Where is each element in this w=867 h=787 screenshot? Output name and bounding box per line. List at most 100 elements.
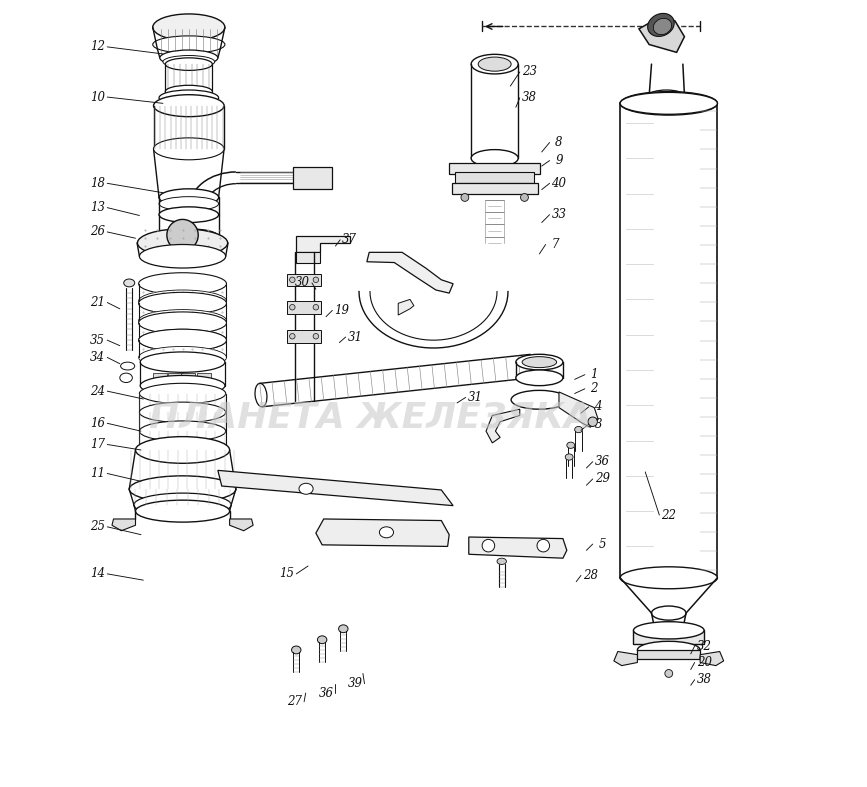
Ellipse shape bbox=[290, 305, 295, 310]
Ellipse shape bbox=[139, 346, 226, 368]
Ellipse shape bbox=[648, 13, 675, 36]
Polygon shape bbox=[230, 519, 253, 530]
Ellipse shape bbox=[655, 623, 683, 634]
Bar bbox=[181, 373, 195, 384]
Bar bbox=[287, 274, 322, 286]
Ellipse shape bbox=[120, 373, 133, 382]
Ellipse shape bbox=[620, 91, 717, 115]
Text: 18: 18 bbox=[90, 177, 106, 190]
Text: 36: 36 bbox=[595, 455, 610, 468]
Ellipse shape bbox=[648, 95, 685, 108]
Text: 7: 7 bbox=[551, 238, 559, 251]
Text: 25: 25 bbox=[90, 520, 106, 534]
Ellipse shape bbox=[166, 58, 212, 70]
Text: 4: 4 bbox=[595, 401, 602, 413]
Ellipse shape bbox=[159, 197, 218, 211]
Ellipse shape bbox=[537, 539, 550, 552]
Text: 3: 3 bbox=[595, 418, 602, 430]
Text: 5: 5 bbox=[598, 538, 606, 551]
Text: 28: 28 bbox=[583, 569, 598, 582]
Bar bbox=[449, 163, 540, 174]
Ellipse shape bbox=[153, 14, 225, 41]
Text: 31: 31 bbox=[348, 331, 362, 344]
Text: 35: 35 bbox=[90, 334, 106, 346]
Ellipse shape bbox=[516, 370, 563, 386]
Ellipse shape bbox=[471, 150, 518, 167]
Text: ПЛАНЕТА ЖЕЛЕЗЯКА: ПЛАНЕТА ЖЕЛЕЗЯКА bbox=[149, 400, 592, 434]
Text: 1: 1 bbox=[590, 368, 598, 381]
Bar bbox=[297, 253, 320, 263]
Text: 2: 2 bbox=[590, 382, 598, 395]
Ellipse shape bbox=[140, 440, 225, 460]
Text: 30: 30 bbox=[295, 276, 310, 290]
Bar bbox=[452, 183, 538, 194]
Ellipse shape bbox=[620, 567, 717, 589]
Text: 15: 15 bbox=[279, 567, 295, 580]
Ellipse shape bbox=[140, 402, 225, 423]
Ellipse shape bbox=[140, 352, 225, 372]
Ellipse shape bbox=[380, 527, 394, 538]
Ellipse shape bbox=[140, 245, 225, 268]
Ellipse shape bbox=[166, 220, 199, 251]
Polygon shape bbox=[218, 471, 453, 505]
Ellipse shape bbox=[512, 390, 568, 409]
Text: 38: 38 bbox=[696, 673, 712, 686]
Text: 26: 26 bbox=[90, 225, 106, 238]
Ellipse shape bbox=[140, 421, 225, 442]
Ellipse shape bbox=[160, 50, 218, 65]
Ellipse shape bbox=[461, 194, 469, 201]
Ellipse shape bbox=[166, 85, 212, 98]
Text: 19: 19 bbox=[335, 304, 349, 317]
Ellipse shape bbox=[139, 309, 226, 331]
Ellipse shape bbox=[129, 476, 236, 503]
Ellipse shape bbox=[159, 229, 218, 245]
Text: 33: 33 bbox=[551, 209, 566, 221]
Ellipse shape bbox=[163, 56, 215, 68]
Text: 37: 37 bbox=[342, 233, 357, 246]
Polygon shape bbox=[639, 16, 684, 53]
Ellipse shape bbox=[161, 97, 216, 109]
Ellipse shape bbox=[153, 94, 224, 116]
Ellipse shape bbox=[124, 279, 134, 286]
Text: 36: 36 bbox=[318, 686, 334, 700]
Text: 9: 9 bbox=[555, 154, 563, 167]
Text: 20: 20 bbox=[696, 656, 712, 669]
Ellipse shape bbox=[139, 292, 226, 314]
Ellipse shape bbox=[153, 138, 224, 160]
Polygon shape bbox=[398, 299, 414, 315]
Ellipse shape bbox=[313, 305, 318, 310]
Text: 12: 12 bbox=[90, 40, 106, 54]
Text: 14: 14 bbox=[90, 567, 106, 580]
Ellipse shape bbox=[471, 54, 518, 74]
Text: 22: 22 bbox=[662, 508, 676, 522]
Text: 38: 38 bbox=[522, 91, 537, 105]
Text: 39: 39 bbox=[348, 677, 362, 690]
Text: 31: 31 bbox=[467, 391, 483, 404]
Ellipse shape bbox=[138, 229, 228, 257]
Polygon shape bbox=[112, 519, 135, 530]
Ellipse shape bbox=[479, 57, 512, 71]
Text: 29: 29 bbox=[595, 472, 610, 486]
Ellipse shape bbox=[520, 194, 528, 201]
Ellipse shape bbox=[134, 493, 231, 516]
Ellipse shape bbox=[139, 273, 226, 294]
Text: 32: 32 bbox=[696, 640, 712, 652]
Ellipse shape bbox=[651, 606, 686, 620]
Polygon shape bbox=[701, 652, 724, 666]
Text: 8: 8 bbox=[555, 136, 563, 149]
Ellipse shape bbox=[575, 427, 583, 433]
Ellipse shape bbox=[567, 442, 575, 449]
Text: 23: 23 bbox=[522, 65, 537, 79]
Bar bbox=[197, 373, 211, 384]
Polygon shape bbox=[614, 652, 637, 666]
Ellipse shape bbox=[516, 354, 563, 370]
Bar bbox=[153, 373, 166, 384]
Text: 16: 16 bbox=[90, 417, 106, 430]
Bar bbox=[637, 650, 701, 660]
Text: 34: 34 bbox=[90, 351, 106, 364]
Ellipse shape bbox=[135, 501, 230, 522]
Text: 24: 24 bbox=[90, 385, 106, 397]
Polygon shape bbox=[469, 537, 567, 558]
Text: 11: 11 bbox=[90, 467, 106, 480]
Ellipse shape bbox=[135, 437, 230, 464]
